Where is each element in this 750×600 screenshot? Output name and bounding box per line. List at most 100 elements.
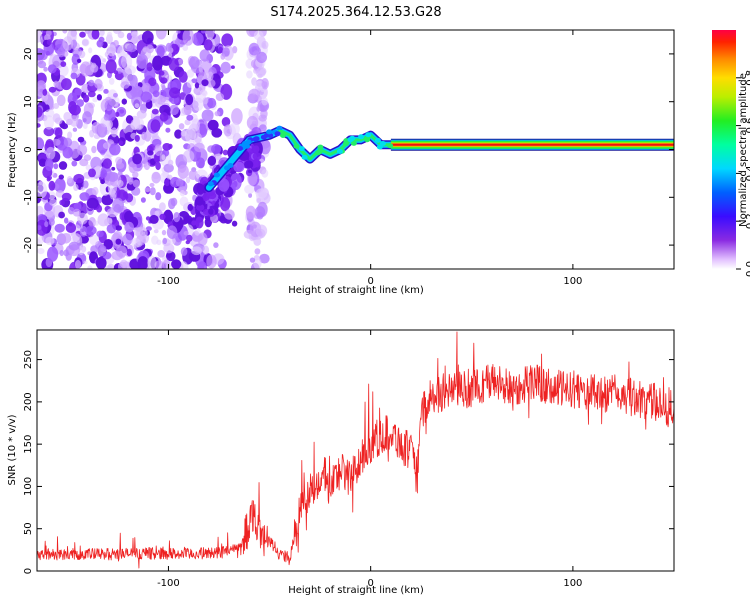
spectrogram-noise-blob <box>182 30 195 46</box>
spectrogram-noise-blob <box>37 181 48 199</box>
spectrogram-noise-blob <box>136 53 149 69</box>
spectrogram-noise-blob <box>107 171 119 182</box>
spectrogram-noise-blob <box>134 134 140 142</box>
colorbar-tick-label: 0.4 <box>745 165 750 181</box>
spectrogram-noise-blob <box>157 250 165 258</box>
spectrogram-noise-blob <box>104 100 113 112</box>
spectrogram-noise-blob <box>150 119 161 133</box>
spectrogram-noise-blob <box>76 58 82 64</box>
spectrogram-noise-blob <box>47 246 59 262</box>
spectrogram-noise-blob <box>186 80 193 88</box>
spectrogram-noise-blob <box>54 223 65 233</box>
spectrogram-noise-blob <box>166 174 173 180</box>
spectrogram-noise-blob <box>177 164 189 179</box>
spectrogram-noise-blob <box>196 157 205 169</box>
spectrogram-noise-blob <box>65 222 77 233</box>
spectrogram-noise-blob <box>109 143 121 156</box>
spectrogram-noise-blob <box>125 193 134 203</box>
spectrogram-noise-blob <box>133 227 144 237</box>
spectrogram-noise-blob <box>110 127 118 138</box>
spectrogram-noise-blob <box>221 117 231 127</box>
spectrogram-noise-blob <box>73 173 85 184</box>
spectrogram-noise-blob <box>152 90 160 98</box>
spectrogram-noise-blob <box>154 260 164 269</box>
spectrogram-noise-blob <box>188 169 199 181</box>
spectrogram-noise-blob <box>113 30 122 35</box>
spectrogram-noise-blob <box>221 33 234 47</box>
spectrogram-noise-blob <box>92 97 98 103</box>
spectrogram-noise-blob <box>128 161 137 174</box>
spectrogram-noise-blob <box>145 101 153 109</box>
spectrogram-noise-blob <box>121 98 128 105</box>
spectrogram-noise-blob <box>102 158 113 169</box>
spectrogram-noise-blob <box>46 39 52 46</box>
colorbar-tick-label: 0.0 <box>745 261 750 277</box>
spectrogram-noise-blob <box>103 88 109 94</box>
spectrogram-noise-blob <box>113 40 119 47</box>
spectrogram-noise-blob <box>114 104 119 109</box>
spectrogram-noise-blob <box>82 122 88 129</box>
spectrogram-noise-blob <box>183 231 189 236</box>
spectrogram-noise-blob <box>206 79 216 88</box>
spectrogram-noise-blob <box>111 166 116 171</box>
spectrogram-noise-blob <box>87 265 93 269</box>
x-tick-label: 0 <box>367 276 373 287</box>
spectrogram-noise-blob <box>189 56 200 70</box>
track-spot <box>252 136 259 142</box>
spectrogram-noise-blob <box>256 105 261 112</box>
spectrogram-noise-blob <box>126 248 132 257</box>
spectrogram-noise-blob <box>154 144 163 157</box>
track-spot <box>293 143 300 149</box>
spectrogram-noise-blob <box>58 161 68 170</box>
spectrogram-noise-blob <box>220 61 231 74</box>
spectrogram-noise-blob <box>126 32 132 41</box>
spectrogram-noise-blob <box>151 108 159 115</box>
spectrogram-noise-blob <box>99 245 107 252</box>
spectrogram-noise-blob <box>196 204 205 211</box>
spectrogram-noise-blob <box>195 216 204 229</box>
spectrogram-noise-blob <box>215 93 225 101</box>
spectrogram-noise-blob <box>162 143 172 151</box>
track-spot <box>350 140 357 146</box>
spectrogram-noise-blob <box>201 79 209 87</box>
spectrogram-noise-blob <box>164 179 170 187</box>
spectrogram-noise-blob <box>253 159 261 168</box>
spectrogram-noise-blob <box>61 233 72 244</box>
spectrogram-noise-blob <box>85 225 97 236</box>
spectrogram-noise-blob <box>53 103 60 109</box>
colorbar-ticks: 0.0 0.2 0.4 0.6 0.8 <box>736 70 750 277</box>
spectrogram-noise-blob <box>94 220 99 226</box>
spectrogram-noise-blob <box>179 196 189 207</box>
spectrogram-noise-blob <box>119 212 126 221</box>
spectrogram-noise-blob <box>214 202 220 208</box>
spectrogram-noise-blob <box>159 213 166 220</box>
y-tick-label: -10 <box>23 189 34 205</box>
spectrogram-noise-blob <box>155 161 161 171</box>
spectrogram-noise-blob <box>149 187 156 196</box>
spectrogram-noise-blob <box>61 123 68 130</box>
y-tick-label: -20 <box>23 237 34 253</box>
spectrogram-noise-blob <box>175 178 184 187</box>
spectrogram-noise-blob <box>131 31 139 38</box>
spectrogram-noise-blob <box>100 169 108 178</box>
spectrogram-noise-blob <box>59 199 65 206</box>
spectrogram-noise-blob <box>208 192 217 200</box>
spectrogram-noise-blob <box>48 218 55 226</box>
spectrogram-noise-blob <box>201 30 206 34</box>
spectrogram-noise-blob <box>207 155 217 166</box>
spectrogram-noise-blob <box>72 127 78 132</box>
spectrogram-noise-blob <box>136 110 147 119</box>
spectrogram-noise-blob <box>107 44 117 57</box>
spectrogram-noise-blob <box>249 257 256 263</box>
spectrogram-noise-blob <box>70 72 78 80</box>
track-spot <box>301 154 308 160</box>
spectrogram-noise-blob <box>160 83 166 88</box>
spectrogram-noise-blob <box>169 104 179 116</box>
spectrogram-noise-blob <box>231 220 238 227</box>
spectrogram-noise-blob <box>46 177 51 182</box>
colorbar-gradient <box>712 30 736 269</box>
spectrogram-noise-blob <box>134 103 140 109</box>
spectrogram-noise-blob <box>185 240 190 245</box>
spectrogram-noise-blob <box>196 183 205 195</box>
spectrogram-noise-blob <box>119 49 125 57</box>
